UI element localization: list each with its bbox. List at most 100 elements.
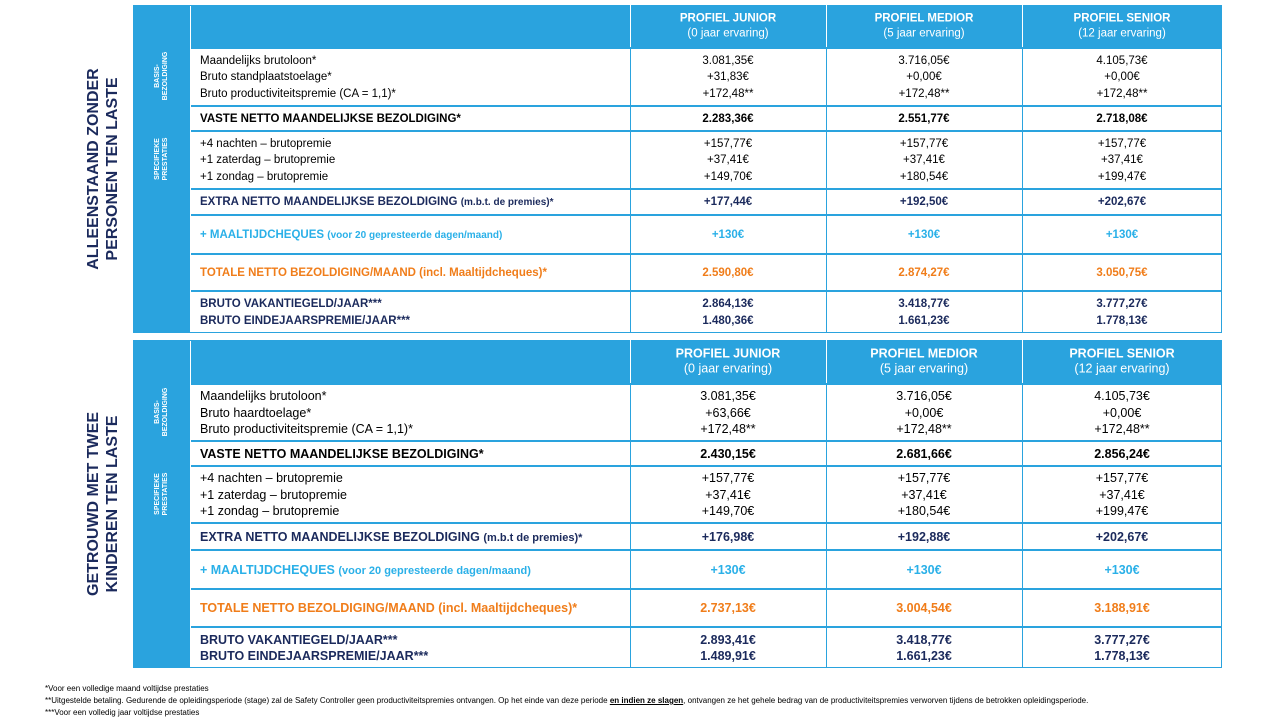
- group-label-line: SPECIFIEKE: [154, 472, 161, 515]
- row-value: 2.737,13€: [700, 601, 756, 615]
- row-line: [191, 440, 1222, 442]
- row-line: [191, 549, 1222, 551]
- row-line: [191, 588, 1222, 590]
- footnote-emphasis: en indien ze slagen: [609, 696, 684, 705]
- side-strip: [133, 5, 190, 333]
- row-value: 4.105,73€: [1096, 54, 1148, 67]
- row-value: 4.105,73€: [1094, 389, 1150, 403]
- row-label-note: (m.b.t de premies)*: [483, 531, 583, 544]
- profile-experience: (12 jaar ervaring): [1078, 27, 1166, 39]
- row-value: +172,48**: [898, 87, 950, 100]
- col-line: [1022, 47, 1023, 333]
- row-label: TOTALE NETTO BEZOLDIGING/MAAND (incl. Ma…: [200, 267, 547, 279]
- row-label: VASTE NETTO MAANDELIJKSE BEZOLDIGING*: [200, 113, 461, 125]
- row-line: [191, 465, 1222, 467]
- side-label: GETROUWD MET TWEE KINDEREN TEN LASTE: [84, 412, 122, 596]
- row-value: 1.489,91€: [700, 649, 756, 664]
- row-value: 1.480,36€: [702, 314, 754, 327]
- row-line: [191, 47, 1222, 49]
- row-value: +180,54€: [897, 504, 951, 518]
- row-value: +130€: [907, 228, 941, 241]
- row-line: [191, 105, 1222, 107]
- row-value: +130€: [711, 228, 745, 241]
- side-label-line: GETROUWD MET TWEE: [85, 412, 102, 596]
- row-value: +157,77€: [701, 471, 755, 485]
- profile-experience: (0 jaar ervaring): [683, 361, 773, 376]
- row-value: 3.050,75€: [1096, 266, 1148, 279]
- row-value: +177,44€: [703, 196, 753, 208]
- row-value: +180,54€: [899, 170, 949, 183]
- group-label-line: BASIS-: [154, 64, 161, 88]
- row-label: VASTE NETTO MAANDELIJKSE BEZOLDIGING*: [200, 447, 484, 461]
- footnote: **Uitgestelde betaling. Gedurende de opl…: [45, 696, 1088, 705]
- row-value: +157,77€: [1097, 137, 1147, 150]
- row-label: +1 zaterdag – brutopremie: [200, 154, 336, 166]
- header-divider: [1022, 5, 1023, 47]
- row-value: 2.283,36€: [702, 112, 754, 125]
- row-value: +37,41€: [903, 154, 945, 166]
- col-line: [630, 383, 631, 668]
- group-label-line: BEZOLDIGING: [162, 51, 169, 101]
- row-label-text: + MAALTIJDCHEQUES: [200, 562, 335, 577]
- row-value: +0,00€: [1104, 71, 1140, 83]
- row-label: TOTALE NETTO BEZOLDIGING/MAAND (incl. Ma…: [200, 601, 577, 615]
- group-label-line: BEZOLDIGING: [162, 387, 169, 436]
- row-label: Maandelijks brutoloon*: [200, 54, 317, 67]
- row-value: +37,41€: [1099, 487, 1145, 502]
- side-label: ALLEENSTAAND ZONDER PERSONEN TEN LASTE: [84, 68, 122, 269]
- group-label: SPECIFIEKE PRESTATIES: [154, 472, 170, 515]
- profile-title: PROFIEL MEDIOR: [870, 346, 978, 360]
- row-value: +130€: [710, 562, 746, 577]
- row-line: [191, 253, 1222, 255]
- profile-header: PROFIEL SENIOR (12 jaar ervaring): [1074, 12, 1171, 41]
- row-value: 2.718,08€: [1096, 112, 1148, 125]
- row-label: EXTRA NETTO MAANDELIJKSE BEZOLDIGING (m.…: [200, 530, 582, 544]
- row-label: + MAALTIJDCHEQUES (voor 20 gepresteerde …: [200, 563, 531, 577]
- row-label: BRUTO EINDEJAARSPREMIE/JAAR***: [200, 649, 429, 664]
- row-label: +1 zondag – brutopremie: [200, 170, 329, 183]
- row-value: +202,67€: [1095, 529, 1149, 544]
- row-label: Bruto productiviteitspremie (CA = 1,1)*: [200, 422, 413, 436]
- row-label: EXTRA NETTO MAANDELIJKSE BEZOLDIGING (m.…: [200, 196, 554, 208]
- row-label-text: VASTE NETTO MAANDELIJKSE BEZOLDIGING*: [200, 112, 461, 125]
- side-strip: [133, 340, 190, 668]
- row-value: +31,83€: [707, 71, 749, 83]
- footnote-text: , ontvangen ze het gehele bedrag van de …: [683, 696, 1089, 705]
- row-value: +130€: [1104, 562, 1140, 577]
- col-line: [1022, 383, 1023, 668]
- row-label: Bruto productiviteitspremie (CA = 1,1)*: [200, 87, 396, 100]
- row-line: [191, 214, 1222, 216]
- row-label-text: EXTRA NETTO MAANDELIJKSE BEZOLDIGING: [200, 529, 480, 544]
- profile-title: PROFIEL MEDIOR: [874, 12, 974, 25]
- group-label-line: PRESTATIES: [162, 137, 169, 181]
- group-label: BASIS- BEZOLDIGING: [154, 52, 170, 101]
- row-line: [191, 290, 1222, 292]
- row-value: 3.418,77€: [896, 632, 952, 647]
- row-label-text: TOTALE NETTO BEZOLDIGING/MAAND (incl. Ma…: [200, 601, 578, 615]
- profile-header: PROFIEL MEDIOR (5 jaar ervaring): [870, 346, 977, 377]
- row-label-text: VASTE NETTO MAANDELIJKSE BEZOLDIGING*: [200, 446, 484, 461]
- row-value: +0,00€: [904, 405, 944, 420]
- row-value: +157,77€: [1095, 471, 1149, 485]
- row-value: +130€: [906, 562, 942, 577]
- row-value: 3.418,77€: [898, 298, 950, 311]
- profile-header: PROFIEL SENIOR (12 jaar ervaring): [1069, 346, 1174, 377]
- header-divider: [630, 5, 631, 47]
- row-value: +157,77€: [897, 471, 951, 485]
- row-value: +149,70€: [701, 504, 755, 518]
- row-label: +4 nachten – brutopremie: [200, 137, 332, 150]
- row-value: 2.681,66€: [896, 446, 952, 461]
- row-value: +157,77€: [899, 137, 949, 150]
- row-label-note: (voor 20 gepresteerde dagen/maand): [327, 229, 503, 241]
- row-label: + MAALTIJDCHEQUES (voor 20 gepresteerde …: [200, 229, 502, 241]
- row-value: 3.777,27€: [1096, 298, 1148, 311]
- header-divider: [826, 340, 827, 383]
- row-value: 1.661,23€: [898, 314, 950, 327]
- row-label-note: (voor 20 gepresteerde dagen/maand): [338, 564, 531, 577]
- side-label-line: PERSONEN TEN LASTE: [104, 77, 121, 261]
- row-value: +63,66€: [705, 405, 751, 420]
- footnote: ***Voor een volledig jaar voltijdse pres…: [45, 708, 200, 717]
- row-value: 1.778,13€: [1096, 314, 1148, 327]
- profile-title: PROFIEL SENIOR: [1073, 12, 1171, 25]
